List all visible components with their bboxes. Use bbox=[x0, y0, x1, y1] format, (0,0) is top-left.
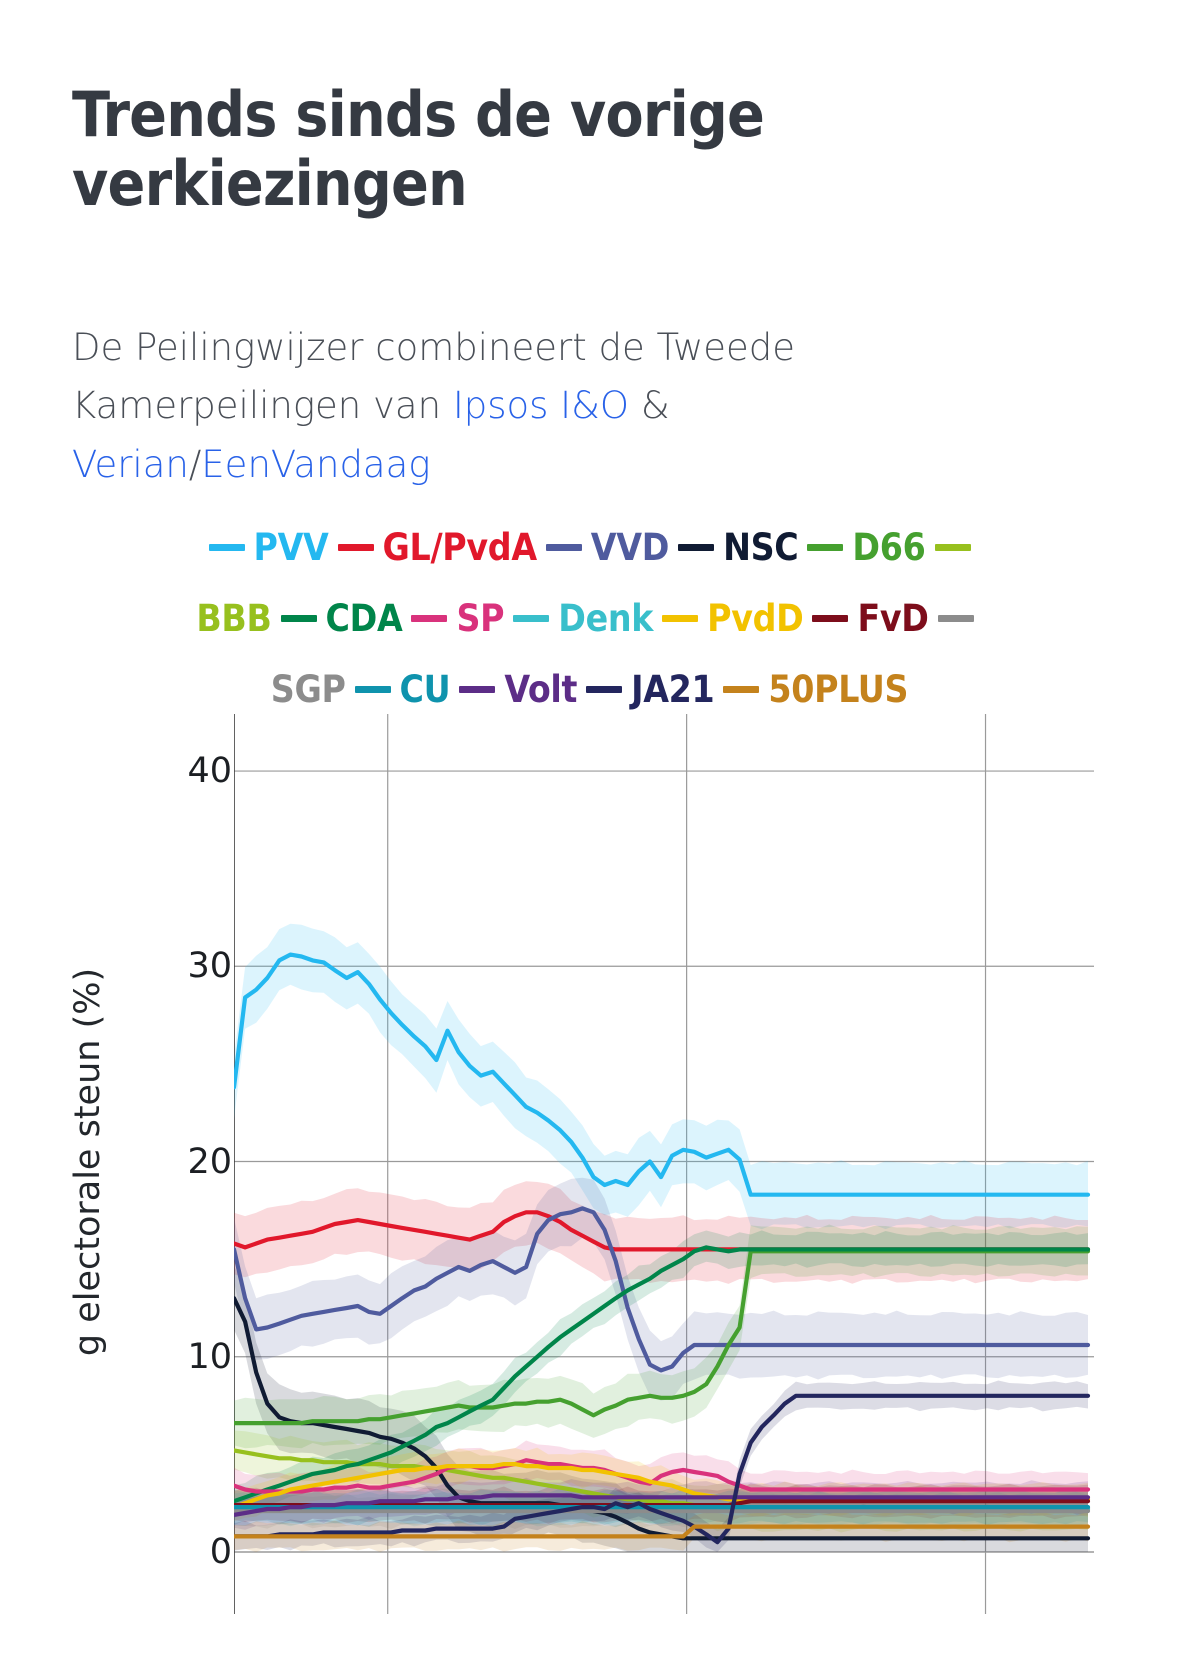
y-axis-label: g electorale steun (%) bbox=[68, 967, 108, 1357]
legend-label: CU bbox=[399, 668, 451, 711]
legend-label: VVD bbox=[590, 526, 670, 569]
legend-item-cu[interactable]: CU bbox=[346, 668, 451, 711]
legend-swatch-icon bbox=[545, 544, 582, 551]
legend-swatch-icon bbox=[459, 686, 496, 693]
confidence-band-cda bbox=[234, 1230, 1088, 1519]
legend-label: JA21 bbox=[631, 668, 715, 711]
legend-swatch-icon bbox=[208, 544, 245, 551]
trend-lines-svg bbox=[234, 714, 1094, 1614]
series-line-sp bbox=[234, 1458, 1091, 1494]
confidence-band-50plus bbox=[234, 1511, 1088, 1552]
legend-swatch-icon bbox=[723, 686, 760, 693]
legend-label: BBB bbox=[196, 597, 272, 640]
confidence-band-gl-pvda bbox=[234, 1181, 1088, 1284]
subtitle-link-1[interactable]: Ipsos I&O bbox=[452, 384, 630, 428]
legend-item-denk[interactable]: Denk bbox=[504, 597, 653, 640]
legend-item-sgp[interactable]: SGP bbox=[271, 668, 346, 711]
legend-label: CDA bbox=[325, 597, 403, 640]
legend-label: PvdD bbox=[707, 597, 804, 640]
legend-row-3: SGP CU Volt JA21 50PLUS bbox=[0, 654, 1179, 725]
legend-label: Denk bbox=[558, 597, 654, 640]
legend-label: SGP bbox=[270, 668, 346, 711]
series-line-volt bbox=[234, 1493, 1091, 1517]
legend-swatch-icon bbox=[337, 544, 374, 551]
legend-swatch-icon bbox=[812, 615, 849, 622]
legend-item-pvv[interactable]: PVV bbox=[200, 526, 329, 569]
y-tick-label: 30 bbox=[187, 946, 232, 987]
legend-label: D66 bbox=[852, 526, 926, 569]
legend-item-vvd[interactable]: VVD bbox=[537, 526, 669, 569]
subtitle-text-2: & bbox=[629, 384, 670, 428]
confidence-band-d66 bbox=[234, 1224, 1088, 1449]
legend-label: FvD bbox=[857, 597, 929, 640]
page-title: Trends sinds de vorige verkiezingen bbox=[72, 77, 765, 220]
legend-label: Volt bbox=[504, 668, 578, 711]
chart-legend: PVV GL/PvdA VVD NSC D66 BBB CDA SP Denk PvdD FvD SG… bbox=[0, 512, 1179, 725]
legend-item-cda[interactable]: CDA bbox=[272, 597, 403, 640]
series-line-ja21 bbox=[234, 1393, 1091, 1545]
legend-item-fvd[interactable]: FvD bbox=[803, 597, 929, 640]
legend-swatch-icon bbox=[934, 544, 971, 551]
legend-swatch-icon bbox=[807, 544, 844, 551]
y-tick-label: 40 bbox=[187, 751, 232, 792]
legend-item-bbb[interactable]: BBB bbox=[196, 597, 272, 640]
confidence-band-pvv bbox=[234, 923, 1088, 1230]
series-line-pvv bbox=[234, 952, 1091, 1197]
series-line-vvd bbox=[234, 1206, 1091, 1373]
subtitle-link-3[interactable]: Verian bbox=[72, 442, 189, 486]
legend-swatch-icon bbox=[513, 615, 550, 622]
y-tick-label: 10 bbox=[187, 1336, 232, 1377]
y-axis-ticks: 0 10 20 30 40 bbox=[148, 712, 232, 1654]
legend-label: 50PLUS bbox=[768, 668, 909, 711]
legend-item-pvdd[interactable]: PvdD bbox=[653, 597, 804, 640]
chart-area: g electorale steun (%) 0 10 20 30 40 bbox=[0, 712, 1179, 1654]
legend-item-ja21[interactable]: JA21 bbox=[577, 668, 715, 711]
legend-label: GL/PvdA bbox=[382, 526, 538, 569]
legend-label: SP bbox=[456, 597, 505, 640]
subtitle-link-5[interactable]: EenVandaag bbox=[201, 442, 431, 486]
legend-item-sp[interactable]: SP bbox=[402, 597, 505, 640]
legend-swatch-icon bbox=[411, 615, 448, 622]
legend-item-d66[interactable]: D66 bbox=[798, 526, 926, 569]
legend-row-2: BBB CDA SP Denk PvdD FvD bbox=[0, 583, 1179, 654]
legend-swatch-icon bbox=[354, 686, 391, 693]
y-tick-label: 0 bbox=[209, 1532, 232, 1572]
legend-item-nsc[interactable]: NSC bbox=[669, 526, 799, 569]
legend-swatch-icon bbox=[678, 544, 715, 551]
page-subtitle: De Peilingwijzer combineert de Tweede Ka… bbox=[72, 319, 902, 494]
legend-swatch-icon bbox=[586, 686, 623, 693]
legend-item-gl-pvda[interactable]: GL/PvdA bbox=[329, 526, 537, 569]
legend-item-50plus[interactable]: 50PLUS bbox=[714, 668, 909, 711]
legend-item-volt[interactable]: Volt bbox=[450, 668, 577, 711]
legend-swatch-icon bbox=[662, 615, 699, 622]
legend-label: NSC bbox=[723, 526, 799, 569]
legend-swatch-icon bbox=[280, 615, 317, 622]
series-line-50plus bbox=[234, 1524, 1091, 1539]
legend-label: PVV bbox=[253, 526, 329, 569]
series-line-cda bbox=[234, 1245, 1091, 1504]
legend-swatch-icon bbox=[937, 615, 974, 622]
legend-row-1: PVV GL/PvdA VVD NSC D66 bbox=[0, 512, 1179, 583]
confidence-band-nsc bbox=[234, 1265, 1088, 1552]
subtitle-text-0: De Peilingwijzer combineert de Tweede Ka… bbox=[72, 326, 796, 428]
subtitle-text-4: / bbox=[188, 442, 202, 486]
plot-canvas bbox=[234, 712, 1094, 1654]
y-tick-label: 20 bbox=[187, 1141, 232, 1182]
